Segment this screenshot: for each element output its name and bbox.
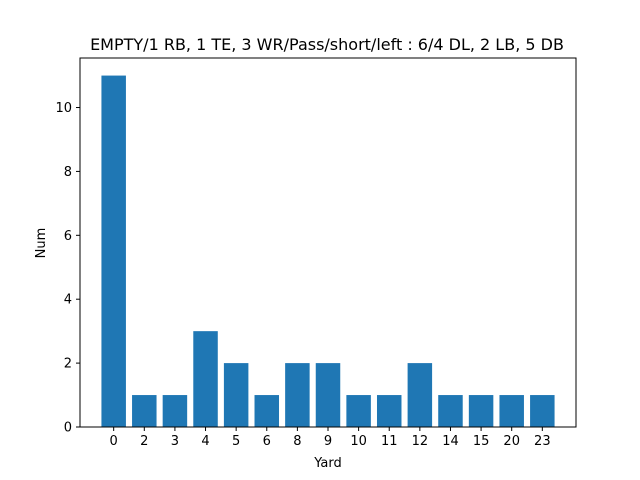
x-tick-label-11: 11 bbox=[381, 434, 398, 449]
x-tick-label-9: 9 bbox=[324, 434, 332, 449]
bar-5 bbox=[223, 363, 249, 427]
x-tick-label-20: 20 bbox=[503, 434, 520, 449]
chart-title: EMPTY/1 RB, 1 TE, 3 WR/Pass/short/left :… bbox=[90, 35, 564, 54]
x-axis-ticks: 0 2 3 4 5 6 8 9 10 11 12 14 15 20 23 bbox=[110, 427, 551, 449]
y-axis-ticks: 0 2 4 6 8 10 bbox=[55, 101, 80, 436]
bar-0 bbox=[101, 75, 126, 428]
x-tick-label-8: 8 bbox=[293, 434, 301, 449]
bars-group bbox=[101, 75, 555, 428]
plot-frame bbox=[79, 57, 577, 428]
x-tick-label-15: 15 bbox=[473, 434, 490, 449]
x-tick-label-23: 23 bbox=[534, 434, 551, 449]
x-axis-label: Yard bbox=[313, 456, 342, 471]
bar-6 bbox=[254, 395, 280, 427]
bar-9 bbox=[315, 363, 341, 427]
x-tick-label-2: 2 bbox=[140, 434, 148, 449]
bar-3 bbox=[162, 395, 188, 427]
x-tick-label-14: 14 bbox=[442, 434, 459, 449]
bar-8 bbox=[285, 363, 310, 427]
bar-4 bbox=[193, 331, 218, 427]
x-tick-label-4: 4 bbox=[201, 434, 209, 449]
y-axis-label: Num bbox=[34, 228, 49, 259]
x-tick-label-0: 0 bbox=[110, 434, 118, 449]
y-tick-label-6: 6 bbox=[64, 229, 72, 244]
bar-12 bbox=[407, 363, 433, 427]
bar-20 bbox=[499, 395, 524, 427]
bar-23 bbox=[530, 395, 555, 427]
y-tick-label-2: 2 bbox=[64, 357, 72, 372]
y-tick-label-10: 10 bbox=[55, 101, 72, 116]
y-tick-label-8: 8 bbox=[64, 165, 72, 180]
bar-11 bbox=[376, 395, 402, 427]
x-tick-label-6: 6 bbox=[263, 434, 271, 449]
bar-15 bbox=[468, 395, 494, 427]
y-tick-label-0: 0 bbox=[64, 421, 72, 436]
y-tick-label-4: 4 bbox=[64, 293, 72, 308]
x-tick-label-3: 3 bbox=[171, 434, 179, 449]
bar-2 bbox=[132, 395, 157, 427]
x-tick-label-5: 5 bbox=[232, 434, 240, 449]
x-tick-label-10: 10 bbox=[350, 434, 367, 449]
bar-10 bbox=[346, 395, 371, 427]
x-tick-label-12: 12 bbox=[412, 434, 429, 449]
bar-14 bbox=[438, 395, 463, 427]
